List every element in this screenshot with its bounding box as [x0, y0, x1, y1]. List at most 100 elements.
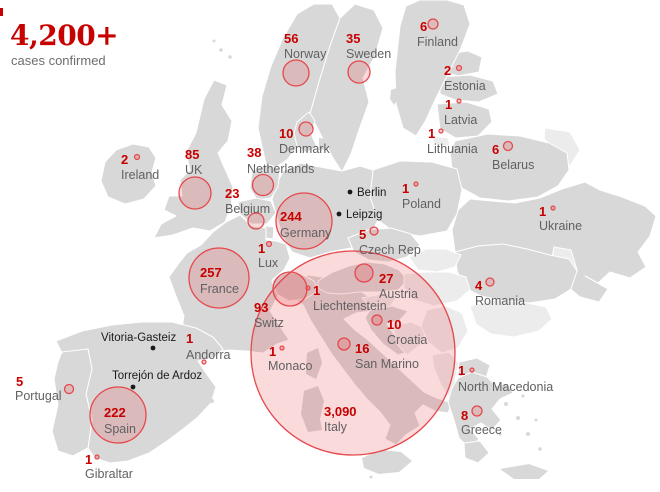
case-circle-czech-republic — [369, 226, 379, 236]
country-label-belgium: Belgium — [225, 202, 270, 216]
city-label-torrejon-de-ardoz: Torrejón de Ardoz — [112, 370, 202, 382]
case-count-lithuania: 1 — [428, 126, 435, 141]
country-label-ukraine: Ukraine — [539, 219, 582, 233]
country-shape-france — [168, 214, 291, 354]
country-label-north-macedonia: North Macedonia — [458, 380, 553, 394]
country-label-poland: Poland — [402, 197, 441, 211]
case-count-portugal: 5 — [16, 374, 23, 389]
case-count-uk: 85 — [185, 147, 199, 162]
case-circle-san-marino — [337, 337, 351, 351]
country-shape-sweden — [309, 3, 384, 173]
case-circle-sweden — [347, 60, 371, 84]
peninsula-peloponnese — [463, 440, 490, 464]
case-count-norway: 56 — [284, 31, 298, 46]
island-crete — [500, 464, 548, 479]
case-count-romania: 4 — [475, 278, 483, 293]
country-label-finland: Finland — [417, 35, 458, 49]
case-count-croatia: 10 — [387, 317, 401, 332]
island-gotland — [390, 88, 399, 105]
country-shape-romania — [454, 243, 578, 304]
country-label-czech-republic: Czech Rep — [359, 243, 421, 257]
case-count-san-marino: 16 — [355, 341, 369, 356]
aegean-island — [526, 432, 530, 436]
case-count-ukraine: 1 — [539, 204, 546, 219]
case-circle-poland — [413, 181, 419, 187]
country-shape-portugal — [51, 348, 93, 457]
case-count-andorra: 1 — [186, 331, 193, 346]
case-count-italy: 3,090 — [324, 404, 357, 419]
labels-layer: 56Norway35Sweden6Finland2Estonia1Latvia1… — [15, 19, 582, 481]
country-label-liechtenstein: Liechtenstein — [313, 299, 387, 313]
country-shape-austria — [317, 261, 409, 295]
country-label-croatia: Croatia — [387, 333, 427, 347]
case-count-gibraltar: 1 — [85, 452, 92, 467]
country-label-andorra: Andorra — [186, 348, 231, 362]
total-cases-title: 4,200+ — [10, 19, 119, 52]
country-label-latvia: Latvia — [444, 113, 477, 127]
country-label-belarus: Belarus — [492, 158, 534, 172]
case-count-belgium: 23 — [225, 186, 239, 201]
country-label-lithuania: Lithuania — [427, 142, 478, 156]
country-shape-latvia — [439, 74, 499, 103]
case-circle-netherlands — [251, 173, 275, 197]
country-label-ireland: Ireland — [121, 168, 159, 182]
country-shape-hungary — [403, 271, 471, 307]
country-label-portugal: Portugal — [15, 389, 62, 403]
aegean-island — [498, 432, 502, 436]
island-funen — [331, 143, 336, 149]
island-menorca — [210, 399, 214, 403]
island-zealand — [319, 138, 328, 150]
case-count-czech-republic: 5 — [359, 227, 366, 242]
city-markers-layer: Berlin Leipzig Vitoria-Gasteiz Torrejón de … — [101, 187, 386, 390]
city-label-vitoria-gasteiz: Vitoria-Gasteiz — [101, 332, 176, 344]
country-label-greece: Greece — [461, 423, 502, 437]
island-sardinia — [301, 386, 324, 432]
aegean-island — [521, 394, 525, 398]
case-circle-spain — [89, 386, 147, 444]
country-label-france: France — [200, 282, 239, 296]
case-circle-finland — [427, 18, 439, 30]
case-circle-austria — [354, 263, 374, 283]
island-faroe — [212, 39, 216, 43]
case-circle-latvia — [456, 98, 462, 104]
case-circle-ireland — [133, 153, 141, 161]
country-label-austria: Austria — [379, 287, 418, 301]
country-label-monaco: Monaco — [268, 359, 313, 373]
country-shape-kaliningrad — [431, 135, 451, 147]
case-circle-gibraltar — [94, 454, 100, 460]
case-count-sweden: 35 — [346, 31, 360, 46]
case-circle-portugal — [63, 383, 75, 395]
case-circle-lithuania — [438, 128, 444, 134]
country-shape-greece — [447, 371, 514, 450]
guardian-red-corner-mark — [0, 8, 3, 16]
case-circle-ukraine — [550, 205, 556, 211]
country-shape-bulgaria — [469, 299, 553, 338]
case-circle-estonia — [455, 64, 463, 72]
case-count-france: 257 — [200, 265, 222, 280]
case-count-austria: 27 — [379, 271, 393, 286]
case-circle-germany — [275, 192, 333, 250]
country-label-italy: Italy — [324, 420, 348, 434]
aegean-island — [534, 418, 538, 422]
country-label-switzerland: Switz — [254, 316, 284, 330]
country-shape-slovakia — [408, 248, 462, 273]
case-count-liechtenstein: 1 — [313, 283, 320, 298]
country-label-luxembourg: Lux — [258, 256, 279, 270]
case-count-switzerland: 93 — [254, 300, 268, 315]
case-circle-romania — [485, 277, 495, 287]
case-circle-italy — [250, 250, 456, 456]
aegean-island — [516, 416, 520, 420]
case-count-luxembourg: 1 — [258, 241, 265, 256]
island-malta — [369, 475, 373, 479]
city-dot-torrejon-de-ardoz — [130, 384, 136, 390]
island-shetland — [228, 55, 232, 59]
country-shape-bosnia — [392, 321, 428, 356]
map-layer — [51, 0, 657, 479]
case-circle-switzerland — [272, 271, 308, 307]
case-count-denmark: 10 — [279, 126, 293, 141]
case-circle-france — [188, 247, 250, 309]
city-dot-berlin — [347, 189, 353, 195]
country-shape-denmark — [293, 111, 318, 154]
case-circle-monaco — [279, 345, 285, 351]
case-count-belarus: 6 — [492, 142, 499, 157]
